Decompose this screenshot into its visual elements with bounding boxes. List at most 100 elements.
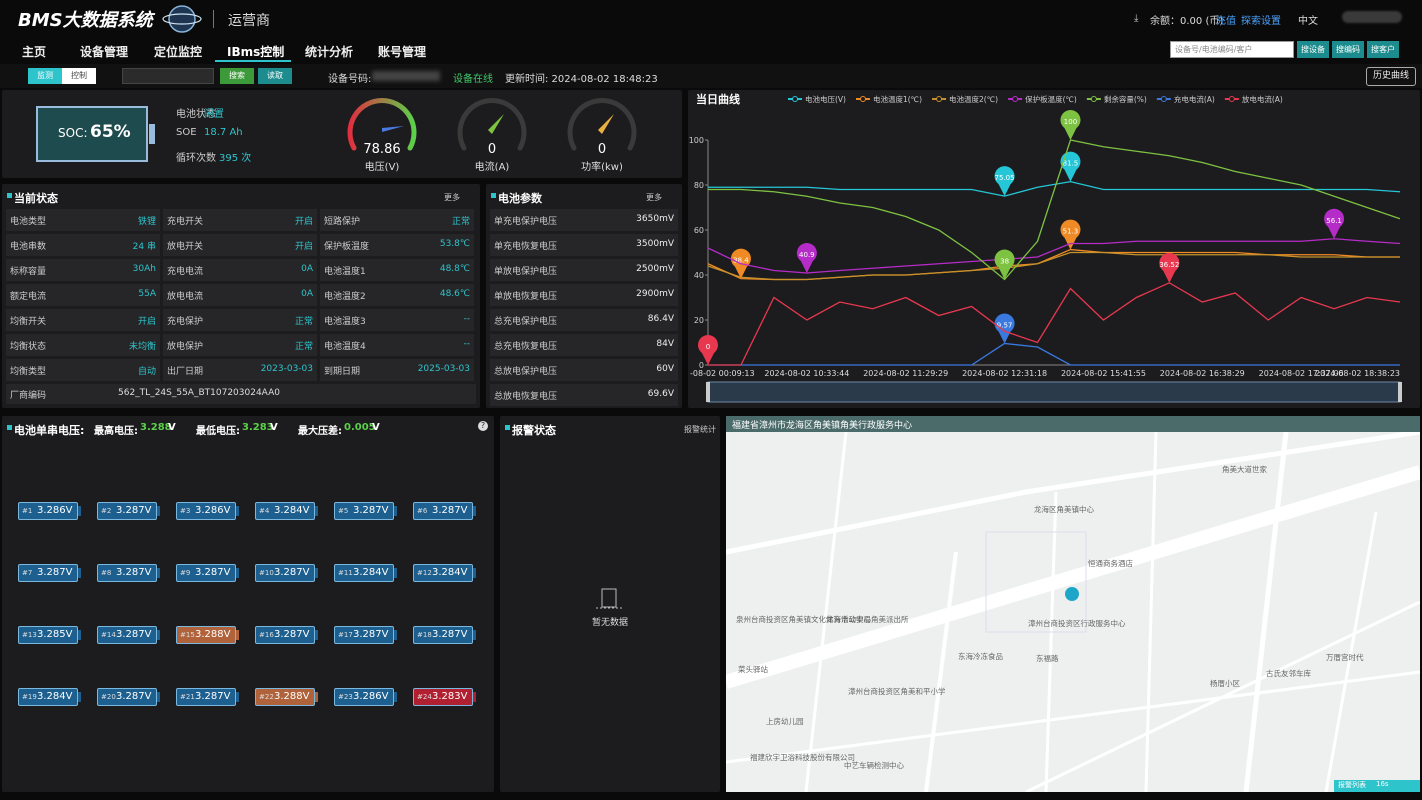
param-row: 总放电保护电压 60V — [490, 359, 678, 381]
gauge-needle — [382, 126, 404, 132]
param-key: 单放电恢复电压 — [494, 292, 558, 302]
marker-label: 81.5 — [1063, 160, 1079, 168]
param-key: 总充电恢复电压 — [494, 342, 558, 352]
status-key: 均衡类型 — [10, 367, 47, 377]
settings-link[interactable]: 探索设置 — [1241, 16, 1281, 27]
user-avatar[interactable] — [1342, 11, 1402, 23]
device-id — [372, 71, 440, 81]
zoom-handle[interactable] — [706, 382, 710, 402]
status-cell: 出厂日期 2023-03-03 — [163, 359, 317, 381]
nav-item[interactable]: 账号管理 — [378, 45, 427, 59]
summary-panel: SOC: 65% 电池状态 闲置 SOE 18.7 Ah 循环次数 395 次 78.86 电压(… — [2, 90, 682, 178]
cell-value: 3.287V — [353, 505, 389, 516]
status-key: 电池串数 — [10, 242, 47, 252]
more-link[interactable]: 报警统计 — [684, 425, 716, 434]
search-button[interactable]: 搜编码 — [1332, 41, 1364, 58]
cell-cap — [394, 692, 397, 702]
param-key: 单放电保护电压 — [494, 267, 558, 277]
status-cell: 充电电流 0A — [163, 259, 317, 281]
cells-header-text: 3.283 — [242, 422, 274, 433]
mode-toggle[interactable]: 控制 — [62, 68, 96, 84]
map-road — [1025, 600, 1420, 792]
cell-value: 3.287V — [116, 691, 152, 702]
map-label: 龙海区角美镇中心 — [1034, 505, 1094, 514]
globe — [168, 5, 196, 33]
legend-dot — [792, 96, 798, 102]
marker-pin — [994, 313, 1015, 344]
cell-cap — [315, 692, 318, 702]
device-label: 设备号码: — [328, 74, 372, 85]
device-input[interactable] — [122, 68, 214, 84]
recharge-link[interactable]: 充值 — [1216, 16, 1236, 27]
nav-item[interactable]: 定位监控 — [154, 45, 203, 59]
cell-voltage: #16 3.287V — [255, 626, 315, 644]
more-link[interactable]: 更多 — [444, 193, 460, 202]
cell-cap — [157, 506, 160, 516]
history-button[interactable]: 历史曲线 — [1366, 67, 1416, 86]
gauge-arc — [567, 98, 637, 151]
cell-value: 3.287V — [195, 567, 231, 578]
cell-label: #4 — [259, 507, 270, 515]
summary-key: 电池状态 — [176, 109, 216, 120]
cell-cap — [394, 630, 397, 640]
search-button[interactable]: 搜客户 — [1367, 41, 1399, 58]
cell-voltage: #10 3.287V — [255, 564, 315, 582]
map-label: 菜头驿站 — [738, 665, 768, 674]
cell-label: #22 — [259, 693, 274, 701]
panel-title: 电池单串电压: — [14, 424, 85, 437]
legend-label: 充电电流(A) — [1174, 94, 1215, 104]
cell-label: #12 — [417, 569, 432, 577]
map-label: 万厝宫时代 — [1326, 653, 1364, 662]
zoom-handle[interactable] — [1398, 382, 1402, 402]
soc-value: 65% — [90, 122, 131, 142]
legend-dot — [936, 96, 943, 102]
x-tick-label: 2024-08-02 17:37:06 — [1259, 369, 1344, 378]
status-cell: 电池温度4 -- — [320, 334, 474, 356]
status-value: -- — [463, 314, 471, 324]
x-tick-label: 2024-08-02 16:38:29 — [1160, 369, 1245, 378]
toolbar-button[interactable]: 读取 — [258, 68, 292, 84]
cell-value: 3.283V — [432, 691, 468, 702]
mode-toggle[interactable]: 监测 — [28, 68, 62, 84]
help-icon[interactable]: ? — [478, 421, 488, 431]
more-link[interactable]: 更多 — [646, 193, 662, 202]
cell-cap — [236, 506, 239, 516]
nav-item[interactable]: IBms控制 — [227, 45, 285, 59]
marker-label: 38 — [1000, 258, 1009, 266]
nav-item[interactable]: 主页 — [22, 45, 47, 59]
cell-voltage: #4 3.284V — [255, 502, 315, 520]
cell-cap — [473, 692, 476, 702]
cell-cap — [315, 568, 318, 578]
cell-voltage: #12 3.284V — [413, 564, 473, 582]
status-cell: 均衡类型 自动 — [6, 359, 160, 381]
status-value: 2025-03-03 — [417, 364, 470, 374]
series-line — [707, 251, 1400, 281]
cell-label: #17 — [338, 631, 353, 639]
summary-key: 循环次数 — [176, 153, 216, 164]
search-input[interactable]: 设备号/电池编码/客户 — [1170, 41, 1294, 58]
status-value: 未均衡 — [128, 342, 156, 352]
language[interactable]: 中文 — [1298, 16, 1318, 27]
gauge — [457, 98, 527, 151]
nav-item[interactable]: 设备管理 — [80, 45, 129, 59]
cell-voltage: #9 3.287V — [176, 564, 236, 582]
alarm-list-button[interactable] — [1334, 780, 1420, 792]
cell-voltage: #5 3.287V — [334, 502, 394, 520]
cell-cap — [157, 568, 160, 578]
cells-header-text: V — [372, 422, 380, 433]
map-road — [726, 432, 1420, 555]
search-button[interactable]: 搜设备 — [1297, 41, 1329, 58]
toolbar-button[interactable]: 搜索 — [220, 68, 254, 84]
cell-value: 3.284V — [432, 567, 468, 578]
status-cell: 充电保护 正常 — [163, 309, 317, 331]
map-pin[interactable] — [1065, 587, 1079, 601]
status-value: 开启 — [137, 317, 156, 327]
status-cell: 均衡开关 开启 — [6, 309, 160, 331]
nav-item[interactable]: 统计分析 — [305, 45, 354, 59]
legend-dot — [859, 96, 866, 102]
status-value: 30Ah — [132, 264, 156, 274]
cells-header-text: 最低电压: — [196, 426, 240, 437]
status-key: 充电电流 — [167, 267, 204, 277]
status-panel: 当前状态 更多 电池类型 铁锂 充电开关 开启 短路保护 正常 电池串数 24 串放电开关 开启 保护… — [2, 184, 480, 408]
y-tick-label: 40 — [694, 271, 704, 280]
